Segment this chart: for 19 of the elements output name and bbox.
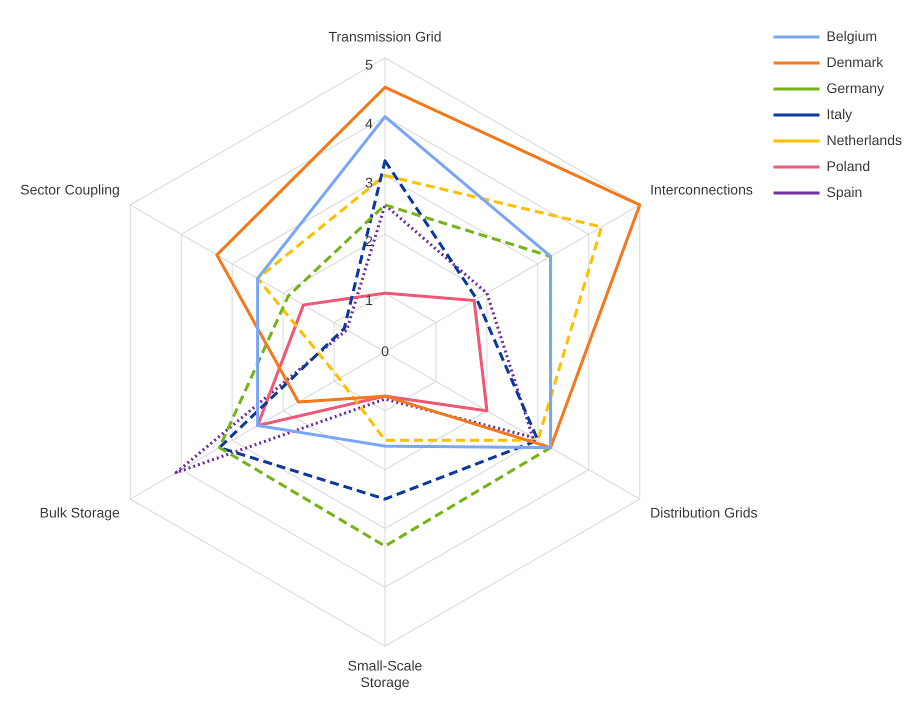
y-tick-label: 3 <box>365 174 374 190</box>
legend-label: Italy <box>826 106 852 122</box>
legend-label: Germany <box>826 80 884 96</box>
spoke-label: Distribution Grids <box>650 504 758 520</box>
spoke-label: Bulk Storage <box>40 504 120 520</box>
y-tick-label: 4 <box>365 116 374 132</box>
y-tick-label: 2 <box>365 233 374 250</box>
legend-label: Spain <box>826 184 862 200</box>
spoke-label: Sector Coupling <box>20 181 120 198</box>
spoke-label: Interconnections <box>650 181 753 198</box>
spoke-label: Transmission Grid <box>328 28 442 44</box>
y-tick-label: 1 <box>365 292 374 308</box>
y-tick-label: 0 <box>381 342 390 359</box>
legend-label: Netherlands <box>826 132 902 148</box>
spoke-label: Small-Scale Storage <box>348 657 423 690</box>
legend-label: Poland <box>826 158 870 174</box>
y-tick-label: 5 <box>365 56 374 73</box>
legend-label: Denmark <box>826 54 884 70</box>
legend-label: Belgium <box>826 28 878 44</box>
